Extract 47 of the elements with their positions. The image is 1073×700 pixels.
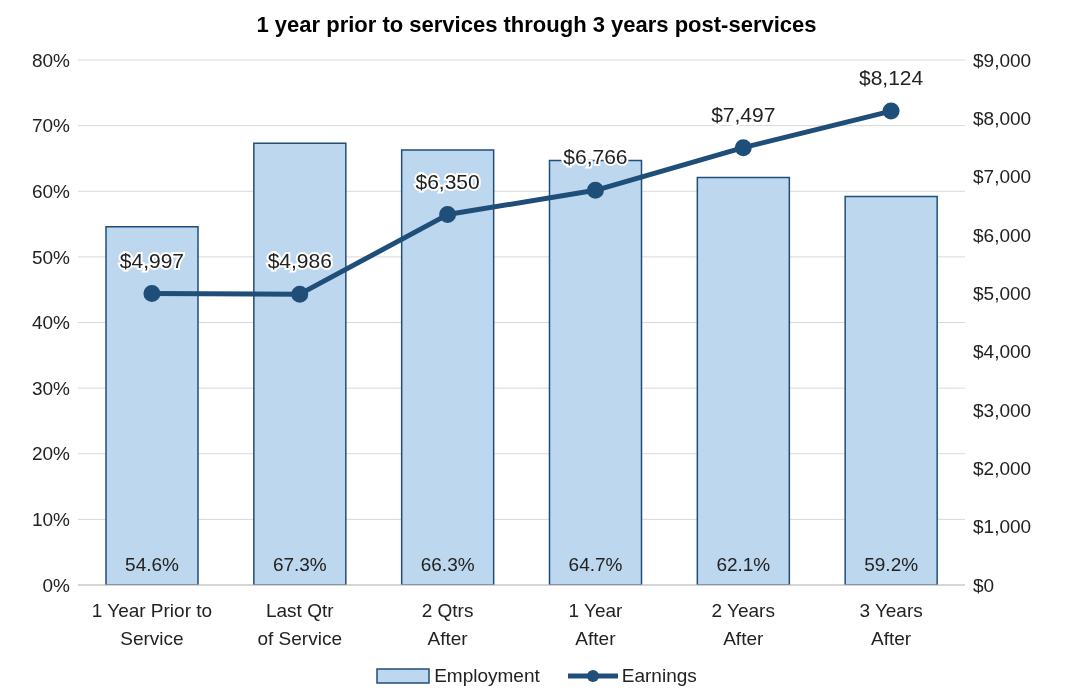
x-tick-label: 1 Year After (568, 600, 624, 649)
data-label: 66.3% (420, 554, 475, 575)
data-label: $6,350 (415, 169, 480, 193)
legend-label: Earnings (621, 665, 697, 687)
x-tick-label: Last Qtr of Service (257, 600, 342, 649)
y2-tick-label: $4,000 (973, 341, 1032, 363)
y2-tick-label: $2,000 (973, 458, 1032, 480)
y2-tick-label: $0 (973, 574, 995, 596)
y-tick-label: 0% (42, 574, 71, 596)
point (143, 285, 161, 303)
x-tick-label: 3 Years After (859, 600, 923, 649)
data-label: 59.2% (864, 554, 919, 575)
y2-tick-label: $6,000 (973, 224, 1032, 246)
x-tick-label: 2 Years After (711, 600, 775, 649)
data-label: $4,997 (119, 248, 185, 272)
data-label: 67.3% (272, 554, 327, 575)
data-label: $7,497 (711, 102, 776, 126)
data-label: 62.1% (716, 554, 771, 575)
y-tick-label: 20% (31, 443, 71, 465)
point (882, 102, 900, 120)
x-tick-label: 1 Year Prior to Service (91, 600, 213, 649)
x-tick-label: 2 Qtrs After (421, 600, 474, 649)
y-tick-label: 40% (31, 312, 71, 334)
y-tick-label: 80% (31, 49, 71, 71)
point (291, 285, 309, 303)
y-tick-label: 10% (31, 509, 71, 531)
y2-tick-label: $1,000 (973, 516, 1032, 538)
data-label: $4,986 (267, 249, 332, 273)
y-tick-label: 50% (31, 246, 71, 268)
point (734, 139, 752, 157)
y2-tick-label: $7,000 (973, 166, 1032, 188)
y2-tick-label: $5,000 (973, 283, 1032, 305)
data-label: 54.6% (125, 554, 180, 575)
y-tick-label: 60% (31, 180, 71, 202)
y2-tick-label: $3,000 (973, 399, 1032, 421)
chart-title: 1 year prior to services through 3 years post-services (255, 11, 818, 39)
point (586, 181, 604, 199)
y-tick-label: 30% (31, 377, 71, 399)
bar (844, 195, 938, 585)
y-tick-label: 70% (31, 115, 71, 137)
legend-label: Employment (434, 665, 540, 687)
y2-tick-label: $9,000 (973, 49, 1032, 71)
bar (696, 176, 791, 585)
point (439, 206, 457, 224)
data-label: 64.7% (568, 554, 623, 575)
data-label: $8,124 (858, 66, 924, 90)
y2-tick-label: $8,000 (973, 108, 1032, 130)
